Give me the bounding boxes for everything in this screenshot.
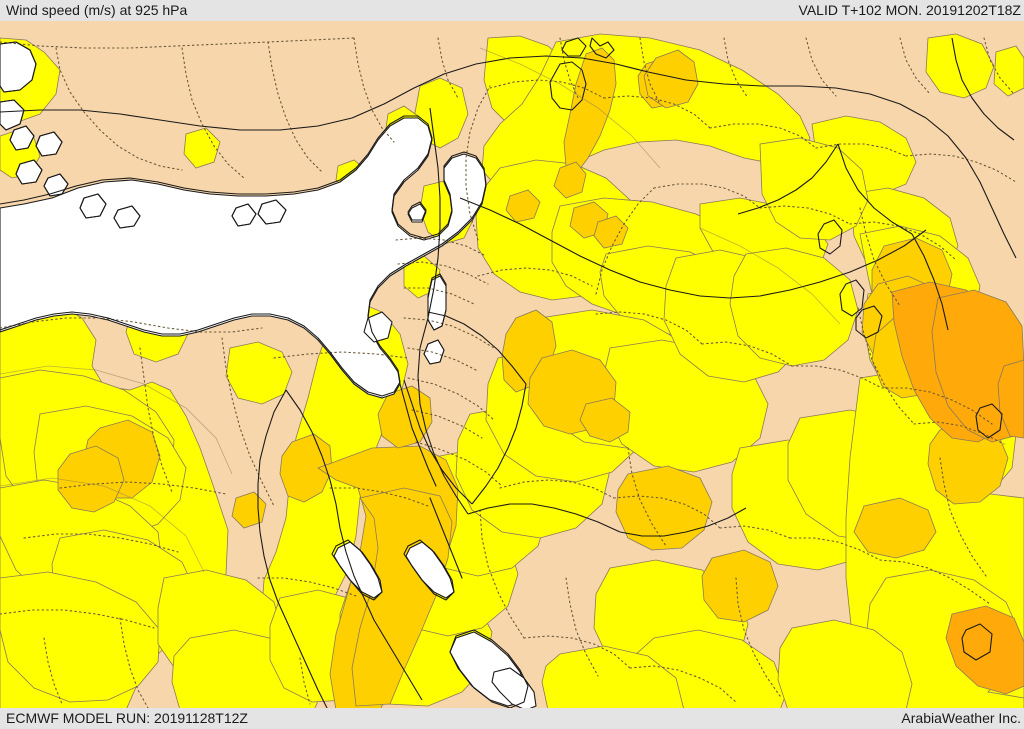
header-bar: Wind speed (m/s) at 925 hPa VALID T+102 … bbox=[0, 0, 1024, 21]
wind-speed-contour-map bbox=[0, 18, 1024, 710]
country-borders-solid bbox=[0, 37, 1017, 710]
model-run-label: ECMWF MODEL RUN: 20191128T12Z bbox=[6, 710, 248, 726]
valid-time-label: VALID T+102 MON. 20191202T18Z bbox=[798, 2, 1021, 18]
footer-bar: ECMWF MODEL RUN: 20191128T12Z ArabiaWeat… bbox=[0, 708, 1024, 729]
map-viewport[interactable] bbox=[0, 18, 1024, 710]
coastlines bbox=[0, 37, 1003, 709]
page-title: Wind speed (m/s) at 925 hPa bbox=[6, 2, 188, 18]
iso-contour-overlays bbox=[0, 47, 841, 573]
country-borders-dotted bbox=[0, 37, 1017, 709]
band-layer-16to20 bbox=[891, 281, 1024, 695]
provider-label: ArabiaWeather Inc. bbox=[901, 710, 1021, 726]
